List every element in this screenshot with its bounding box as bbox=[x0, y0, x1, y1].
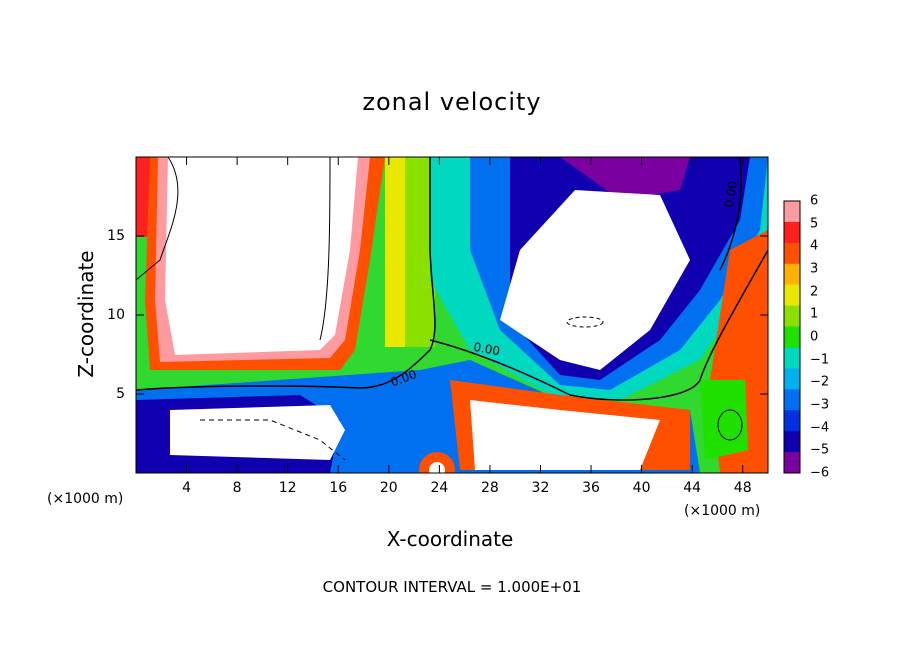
contour-labels: 0.000.000.00 bbox=[389, 180, 741, 389]
x-tick-label: 24 bbox=[430, 480, 449, 496]
colorbar-swatch bbox=[784, 305, 800, 328]
field-purple-top bbox=[560, 157, 690, 200]
field-white-lower-left bbox=[170, 405, 345, 460]
colorbar-tick-label: −1 bbox=[810, 352, 830, 368]
contour-thin-2 bbox=[319, 157, 331, 341]
x-axis-label: X-coordinate bbox=[386, 527, 514, 551]
colorbar-swatch bbox=[784, 347, 800, 369]
x-tick-label: 44 bbox=[683, 480, 702, 496]
contour-thin-1 bbox=[136, 157, 179, 281]
contour-zero-1 bbox=[136, 157, 436, 391]
contour-zero-3 bbox=[719, 157, 743, 271]
field-white-lower-middle bbox=[470, 400, 660, 470]
x-tick-label: 8 bbox=[232, 480, 242, 496]
x-unit-left: (×1000 m) bbox=[47, 491, 124, 507]
chart-title: zonal velocity bbox=[362, 88, 542, 116]
colorbar bbox=[783, 200, 801, 474]
x-tick-label: 48 bbox=[733, 480, 752, 496]
x-tick-label: 20 bbox=[379, 480, 398, 496]
x-tick-label: 4 bbox=[182, 480, 192, 496]
x-unit-right: (×1000 m) bbox=[684, 503, 761, 519]
colorbar-tick-label: 0 bbox=[810, 329, 819, 345]
x-tick-label: 16 bbox=[329, 480, 348, 496]
y-tick-label: 10 bbox=[107, 307, 125, 323]
colorbar-tick-label: 2 bbox=[810, 284, 819, 300]
field-white-upper-right bbox=[500, 190, 690, 370]
colorbar-swatch bbox=[784, 410, 800, 432]
contour-dashed-1 bbox=[200, 419, 346, 461]
contour-dashed-2 bbox=[566, 316, 604, 328]
colorbar-swatch bbox=[784, 452, 800, 474]
colorbar-tick-label: 6 bbox=[810, 193, 819, 209]
colorbar-swatch bbox=[784, 431, 800, 453]
colorbar-tick-label: 5 bbox=[810, 216, 819, 232]
colorbar-tick-label: −6 bbox=[810, 465, 830, 481]
colorbar-swatch bbox=[784, 368, 800, 390]
field-green-right bbox=[700, 380, 748, 460]
colorbar-tick-label: −3 bbox=[810, 397, 830, 413]
colorbar-frame bbox=[783, 200, 801, 474]
colorbar-swatch bbox=[784, 389, 800, 411]
x-tick-label: 40 bbox=[632, 480, 651, 496]
y-tick-label: 5 bbox=[116, 386, 125, 402]
contour-thin-3 bbox=[717, 409, 743, 441]
colorbar-tick-label: −4 bbox=[810, 420, 830, 436]
contour-zero-2 bbox=[429, 249, 768, 401]
x-tick-label: 36 bbox=[582, 480, 600, 496]
colorbar-swatch bbox=[784, 242, 800, 265]
colorbar-swatch bbox=[784, 263, 800, 286]
x-tick-label: 28 bbox=[480, 480, 499, 496]
contour-label: 0.00 bbox=[722, 180, 740, 209]
x-tick-label: 12 bbox=[278, 480, 297, 496]
colorbar-swatch bbox=[784, 201, 800, 223]
colorbar-tick-label: 1 bbox=[810, 306, 819, 322]
field-yellow-band bbox=[385, 157, 405, 347]
colorbar-swatch bbox=[784, 284, 800, 307]
colorbar-swatch bbox=[784, 326, 800, 348]
heatmap-field bbox=[136, 157, 768, 473]
contour-interval-note: CONTOUR INTERVAL = 1.000E+01 bbox=[322, 578, 582, 596]
x-tick-marks bbox=[186, 157, 744, 473]
field-white-upper-left bbox=[165, 157, 358, 355]
y-tick-marks bbox=[136, 235, 768, 395]
colorbar-tick-label: 4 bbox=[810, 238, 819, 254]
colorbar-swatch bbox=[784, 221, 800, 244]
colorbar-tick-label: −2 bbox=[810, 374, 830, 390]
field-white-bubble bbox=[429, 462, 445, 473]
x-tick-label: 32 bbox=[531, 480, 550, 496]
contour-label: 0.00 bbox=[472, 340, 501, 358]
colorbar-tick-label: 3 bbox=[810, 261, 819, 277]
y-tick-label: 15 bbox=[107, 228, 125, 244]
colorbar-tick-label: −5 bbox=[810, 442, 830, 458]
